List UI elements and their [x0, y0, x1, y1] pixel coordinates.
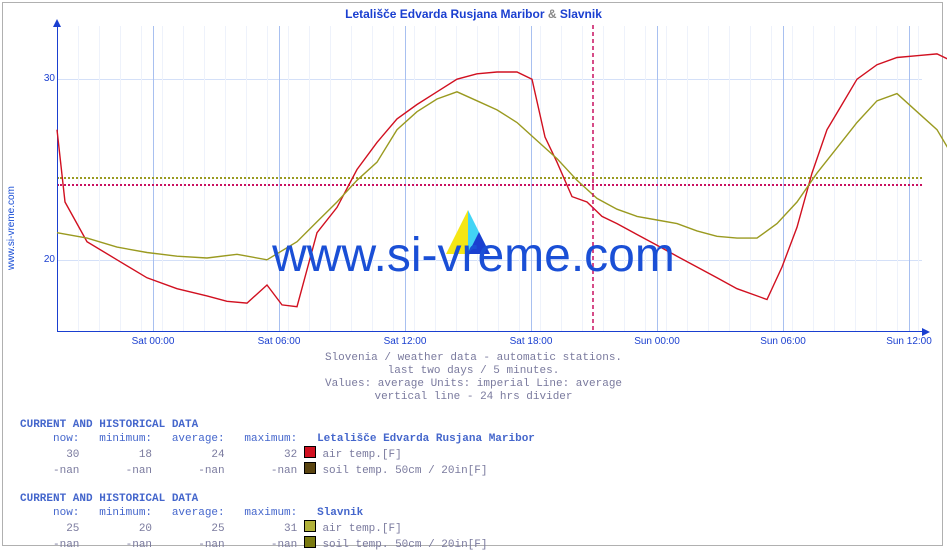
x-tick-label: Sun 00:00 — [634, 336, 680, 347]
chart-title: Letališče Edvarda Rusjana Maribor & Slav… — [0, 7, 947, 21]
data-block: CURRENT AND HISTORICAL DATA now: minimum… — [20, 492, 488, 552]
y-tick-label: 20 — [27, 254, 55, 265]
vertical-url: www.si-vreme.com — [6, 186, 17, 270]
x-tick-label: Sat 00:00 — [132, 336, 175, 347]
y-tick-label: 30 — [27, 73, 55, 84]
title-conj: & — [545, 7, 560, 21]
subtitle-line: last two days / 5 minutes. — [0, 365, 947, 377]
x-tick-label: Sat 18:00 — [510, 336, 553, 347]
x-tick-label: Sun 12:00 — [886, 336, 932, 347]
site-logo-icon — [446, 210, 490, 254]
chart-lines — [57, 25, 927, 332]
x-tick-label: Sat 12:00 — [384, 336, 427, 347]
series-slavnik-air — [57, 92, 947, 260]
subtitle-line: vertical line - 24 hrs divider — [0, 391, 947, 403]
x-tick-label: Sat 06:00 — [258, 336, 301, 347]
subtitle-line: Values: average Units: imperial Line: av… — [0, 378, 947, 390]
data-block: CURRENT AND HISTORICAL DATA now: minimum… — [20, 418, 535, 478]
title-station1: Letališče Edvarda Rusjana Maribor — [345, 7, 544, 21]
series-maribor-air — [57, 54, 947, 307]
title-station2: Slavnik — [560, 7, 602, 21]
x-tick-label: Sun 06:00 — [760, 336, 806, 347]
subtitle-line: Slovenia / weather data - automatic stat… — [0, 352, 947, 364]
